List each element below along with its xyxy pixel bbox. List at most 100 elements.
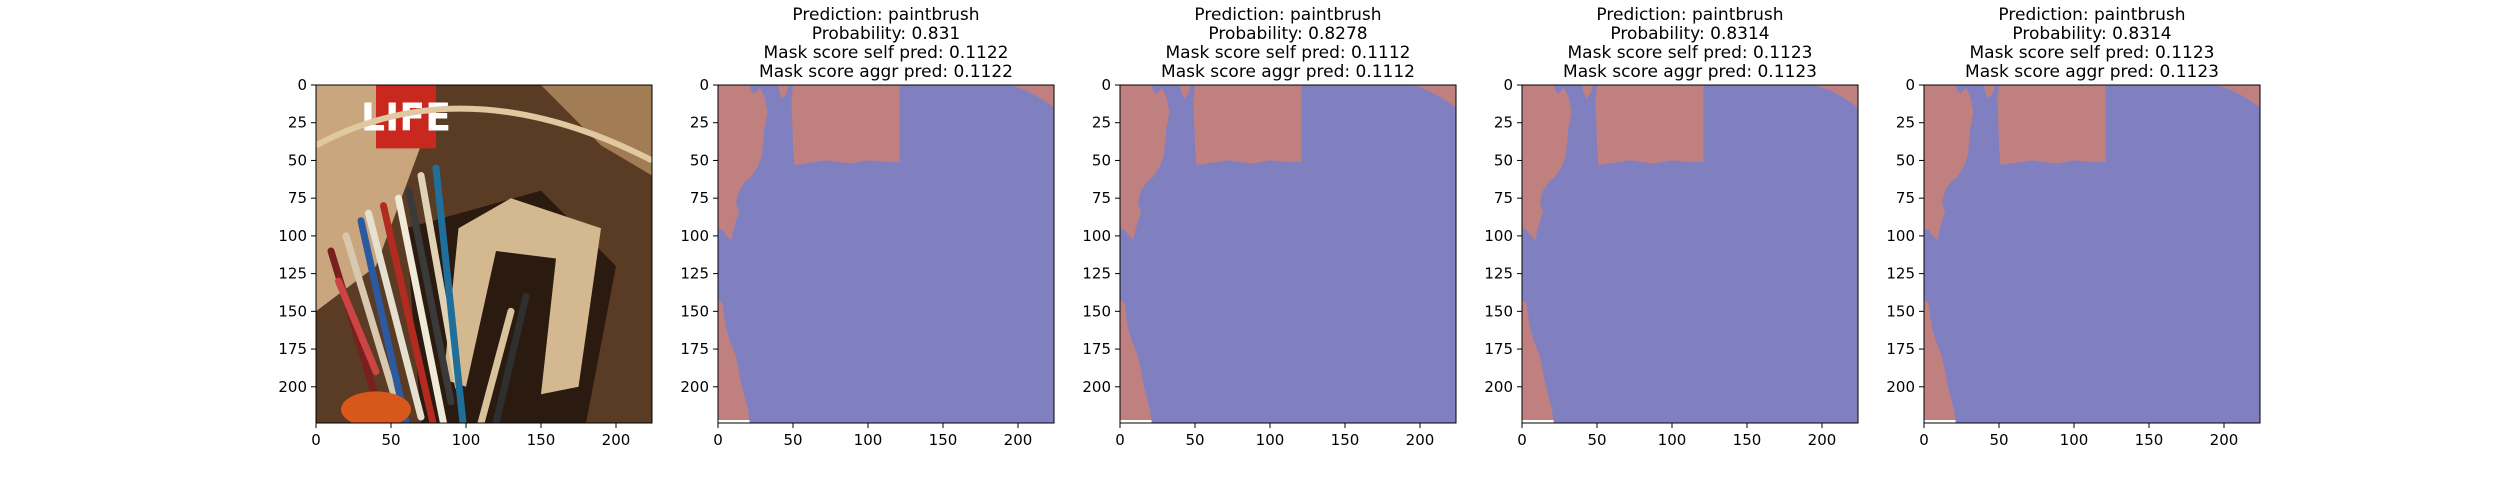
x-tick-label: 100	[1256, 431, 1285, 449]
y-tick-label: 150	[1886, 302, 1915, 320]
panel-title-line: Probability: 0.8278	[1208, 24, 1367, 44]
y-tick-label: 200	[1082, 378, 1111, 396]
y-tick-label: 175	[278, 340, 307, 358]
y-tick-label: 200	[1886, 378, 1915, 396]
photo-brush	[365, 209, 425, 421]
input-photo: LIFE	[316, 85, 652, 423]
y-tick-label: 25	[1896, 114, 1915, 132]
y-tick-label: 100	[680, 227, 709, 245]
y-tick-label: 100	[1886, 227, 1915, 245]
x-tick-label: 50	[1587, 431, 1606, 449]
x-tick-label: 0	[713, 431, 723, 449]
y-tick-label: 125	[1484, 265, 1513, 283]
panel-title-line: Prediction: paintbrush	[1596, 5, 1783, 25]
y-tick-label: 75	[288, 189, 307, 207]
mask-region-top-left	[1120, 85, 1170, 241]
axes-frame	[1923, 84, 2261, 424]
photo-wood-frame	[443, 198, 601, 395]
panel-title-line: Probability: 0.8314	[1610, 24, 1769, 44]
x-tick-label: 150	[929, 431, 958, 449]
axes-frame	[717, 84, 1055, 424]
y-tick-label: 50	[1494, 151, 1513, 169]
y-tick-label: 75	[1494, 189, 1513, 207]
subplot-mask-3: 0 50 100 150 200 0 25 50 75 100 125 150 175 200 Predic…	[1484, 5, 1859, 449]
photo-wall-right	[541, 85, 652, 176]
photo-brush	[335, 277, 380, 376]
x-tick-label: 200	[1004, 431, 1033, 449]
subplot-grid: LIFE 0 50 100 150 200 0 25 50 75 100 125 150 175 200 0 5…	[278, 5, 2261, 449]
panel-title-line: Prediction: paintbrush	[1998, 5, 2185, 25]
photo-life-sign-text: LIFE	[361, 95, 451, 139]
y-tick-label: 50	[288, 151, 307, 169]
mask-edge-line	[718, 420, 750, 423]
x-tick-label: 100	[854, 431, 883, 449]
y-tick-label: 125	[1082, 265, 1111, 283]
mask-image	[718, 85, 1054, 423]
mask-region-small	[1180, 85, 1191, 99]
y-tick-label: 100	[278, 227, 307, 245]
panel-title-line: Prediction: paintbrush	[792, 5, 979, 25]
panel-title-line: Mask score self pred: 0.1122	[764, 43, 1009, 63]
axes-frame	[315, 84, 653, 424]
x-tick-label: 150	[1733, 431, 1762, 449]
y-tick-label: 125	[278, 265, 307, 283]
y-tick-label: 175	[1082, 340, 1111, 358]
mask-region-top-block	[1997, 85, 2106, 165]
photo-brush	[342, 232, 402, 413]
panel-title-line: Probability: 0.831	[812, 24, 960, 44]
y-tick-label: 50	[1896, 151, 1915, 169]
y-tick-label: 0	[699, 76, 709, 94]
mask-region-top-left	[1522, 85, 1572, 241]
mask-region-lower-left	[1120, 299, 1152, 423]
y-tick-label: 200	[1484, 378, 1513, 396]
mask-region-top-block	[1595, 85, 1704, 165]
y-tick-label: 150	[680, 302, 709, 320]
mask-image	[1120, 85, 1456, 423]
mask-region-lower-left	[1522, 299, 1554, 423]
y-tick-label: 0	[1503, 76, 1513, 94]
y-tick-label: 50	[1092, 151, 1111, 169]
y-tick-label: 150	[1082, 302, 1111, 320]
panel-title-line: Mask score aggr pred: 0.1122	[759, 62, 1013, 82]
mask-region-small	[1984, 85, 1995, 99]
mask-region-top-right	[2216, 85, 2260, 108]
x-tick-label: 50	[1989, 431, 2008, 449]
x-tick-label: 0	[1919, 431, 1929, 449]
y-tick-label: 75	[690, 189, 709, 207]
y-tick-label: 25	[690, 114, 709, 132]
photo-brush	[405, 187, 455, 406]
x-tick-label: 100	[2060, 431, 2089, 449]
panel-title-line: Mask score self pred: 0.1112	[1166, 43, 1411, 63]
mask-region-top-left	[1924, 85, 1974, 241]
y-tick-label: 25	[1494, 114, 1513, 132]
panel-title-line: Prediction: paintbrush	[1194, 5, 1381, 25]
mask-region-top-block	[1193, 85, 1302, 165]
y-tick-label: 175	[1484, 340, 1513, 358]
x-tick-label: 150	[1331, 431, 1360, 449]
mask-region-top-right	[1412, 85, 1456, 108]
y-tick-label: 0	[1101, 76, 1111, 94]
y-tick-label: 175	[680, 340, 709, 358]
y-tick-label: 200	[278, 378, 307, 396]
panel-title-line: Mask score aggr pred: 0.1112	[1161, 62, 1415, 82]
mask-region-top-right	[1010, 85, 1054, 108]
mask-region-small	[1582, 85, 1593, 99]
x-tick-label: 100	[1658, 431, 1687, 449]
y-tick-label: 125	[1886, 265, 1915, 283]
photo-brush	[380, 202, 437, 423]
x-tick-label: 200	[1808, 431, 1837, 449]
mask-region-top-left	[718, 85, 768, 241]
subplot-mask-4: 0 50 100 150 200 0 25 50 75 100 125 150 175 200 Predic…	[1886, 5, 2261, 449]
panel-title-line: Mask score aggr pred: 0.1123	[1965, 62, 2219, 82]
photo-brush	[477, 307, 515, 423]
panel-title-line: Mask score self pred: 0.1123	[1970, 43, 2215, 63]
x-tick-label: 50	[783, 431, 802, 449]
y-tick-label: 200	[680, 378, 709, 396]
mask-edge-line	[1924, 420, 1956, 423]
x-tick-label: 50	[1185, 431, 1204, 449]
y-tick-label: 150	[278, 302, 307, 320]
x-tick-label: 200	[2210, 431, 2239, 449]
panel-title-line: Mask score aggr pred: 0.1123	[1563, 62, 1817, 82]
mask-region-top-block	[791, 85, 900, 165]
